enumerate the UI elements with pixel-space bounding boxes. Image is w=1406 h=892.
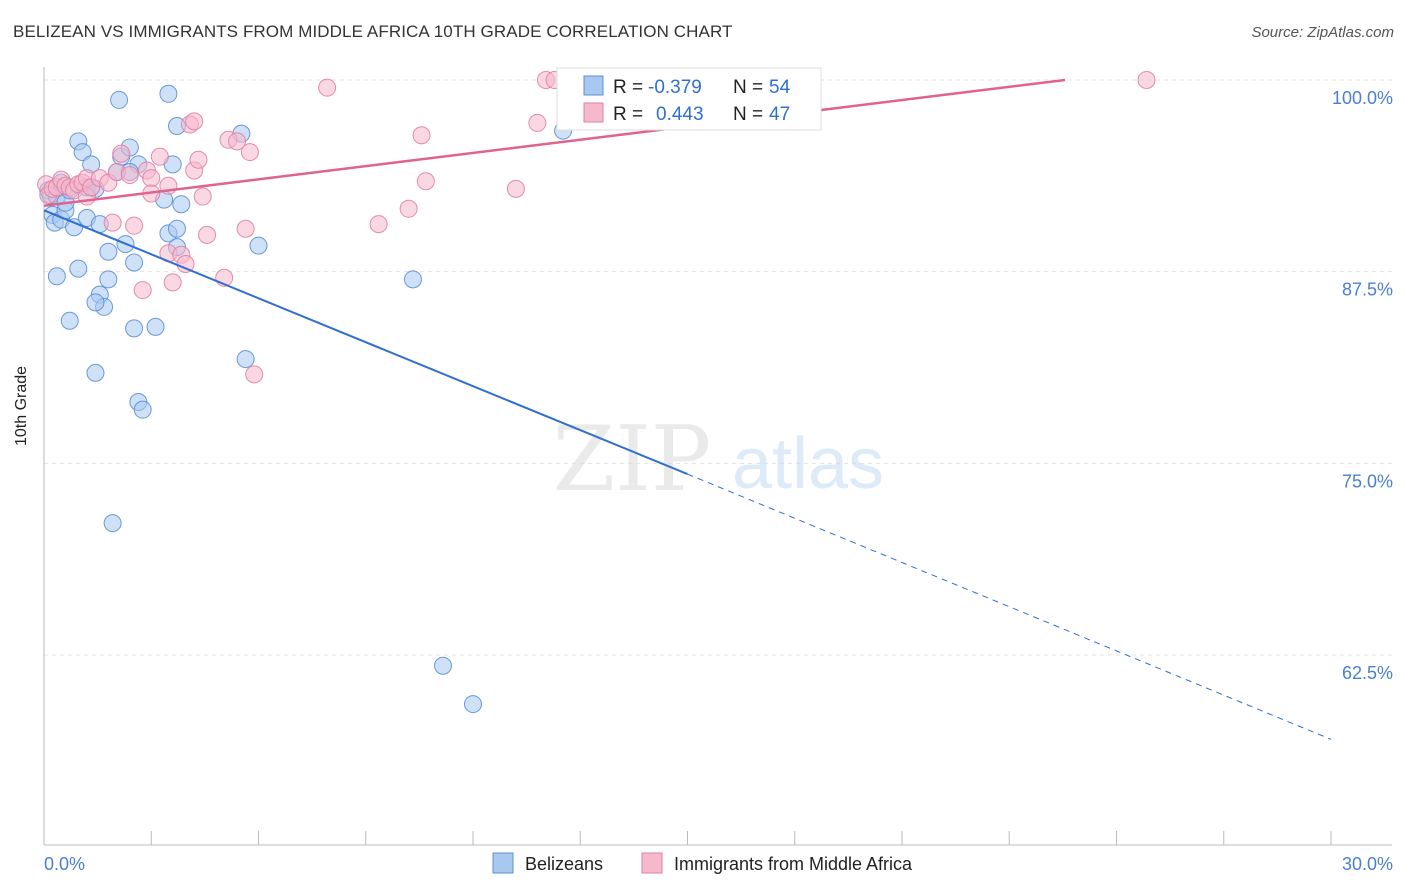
- point-immigrants: [120, 166, 139, 185]
- point-belizeans: [249, 236, 268, 255]
- watermark-zip: ZIP: [553, 407, 712, 512]
- x-tick-label: 30.0%: [1342, 854, 1393, 874]
- series-immigrants-points: [37, 71, 1156, 384]
- point-immigrants: [369, 215, 388, 234]
- point-belizeans: [146, 317, 165, 336]
- stats-legend: R = -0.379 N = 54 R = 0.443 N = 47: [556, 67, 822, 131]
- legend-n-label-2: N =: [733, 104, 763, 125]
- point-immigrants: [318, 78, 337, 97]
- point-belizeans: [99, 242, 118, 261]
- point-belizeans: [60, 311, 79, 330]
- point-immigrants: [189, 150, 208, 169]
- legend-n-label-1: N =: [733, 77, 763, 98]
- axes: [43, 67, 1392, 846]
- point-immigrants: [112, 144, 131, 163]
- point-belizeans: [125, 253, 144, 272]
- point-immigrants: [163, 273, 182, 292]
- legend-r-label-2: R =: [613, 104, 643, 125]
- y-tick-label: 62.5%: [1342, 663, 1393, 683]
- point-immigrants: [185, 112, 204, 131]
- point-belizeans: [86, 293, 105, 312]
- point-immigrants: [193, 187, 212, 206]
- point-immigrants: [240, 143, 259, 162]
- point-belizeans: [403, 270, 422, 289]
- point-immigrants: [399, 199, 418, 218]
- tick-labels: 100.0% 87.5% 75.0% 62.5% 0.0% 30.0%: [44, 88, 1393, 874]
- point-belizeans: [110, 90, 129, 109]
- point-belizeans: [433, 656, 452, 675]
- point-immigrants: [412, 126, 431, 145]
- point-immigrants: [528, 113, 547, 132]
- trend-line-immigrants: [43, 78, 1066, 207]
- point-immigrants: [228, 132, 247, 151]
- point-belizeans: [159, 84, 178, 103]
- chart-source: Source: ZipAtlas.com: [1251, 24, 1394, 41]
- point-immigrants: [150, 147, 169, 166]
- chart-title: BELIZEAN VS IMMIGRANTS FROM MIDDLE AFRIC…: [13, 22, 733, 41]
- watermark: ZIP atlas: [553, 407, 884, 512]
- legend-r-label-1: R =: [613, 77, 643, 98]
- point-belizeans: [86, 363, 105, 382]
- trend-lines: [43, 78, 1332, 740]
- legend-r-value-2: 0.443: [656, 104, 704, 125]
- point-immigrants: [506, 179, 525, 198]
- point-belizeans: [47, 267, 66, 286]
- point-immigrants: [245, 365, 264, 384]
- point-immigrants: [198, 225, 217, 244]
- series-legend-label-immigrants: Immigrants from Middle Africa: [674, 854, 913, 874]
- y-tick-label: 75.0%: [1342, 471, 1393, 491]
- legend-r-value-1: -0.379: [648, 77, 702, 98]
- point-belizeans: [125, 319, 144, 338]
- point-belizeans: [99, 270, 118, 289]
- point-immigrants: [416, 172, 435, 191]
- point-belizeans: [236, 350, 255, 369]
- point-belizeans: [167, 219, 186, 238]
- x-tick-label: 0.0%: [44, 854, 85, 874]
- watermark-atlas: atlas: [732, 424, 884, 504]
- point-belizeans: [172, 195, 191, 214]
- point-immigrants: [236, 219, 255, 238]
- point-belizeans: [103, 514, 122, 533]
- point-immigrants: [125, 216, 144, 235]
- series-legend-swatch-immigrants: [641, 852, 663, 874]
- legend-swatch-blue: [583, 75, 604, 96]
- point-belizeans: [133, 400, 152, 419]
- legend-n-value-1: 54: [769, 77, 791, 98]
- point-belizeans: [464, 695, 482, 714]
- trend-line-belizeans-extension: [687, 473, 1332, 740]
- series-legend-label-belizeans: Belizeans: [525, 854, 603, 874]
- point-immigrants: [133, 281, 152, 300]
- point-belizeans: [73, 143, 92, 162]
- trend-line-belizeans: [43, 209, 688, 475]
- series-legend-swatch-belizeans: [492, 852, 514, 874]
- y-tick-label: 100.0%: [1332, 88, 1393, 108]
- legend-swatch-pink: [583, 102, 604, 123]
- legend-n-value-2: 47: [769, 104, 790, 125]
- point-immigrants: [142, 169, 161, 188]
- point-belizeans: [69, 259, 88, 278]
- point-immigrants: [1137, 71, 1156, 89]
- point-immigrants: [103, 213, 122, 232]
- series-legend: Belizeans Immigrants from Middle Africa: [492, 852, 913, 874]
- y-tick-label: 87.5%: [1342, 280, 1393, 300]
